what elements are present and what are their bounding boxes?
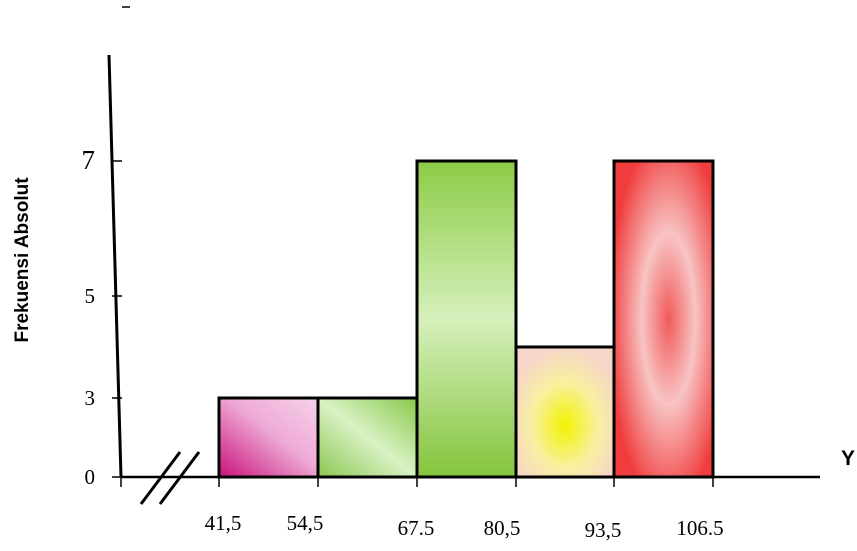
- axis-break-mark: [139, 451, 182, 505]
- y-tick-label: 0: [85, 465, 96, 489]
- x-tick-label: 80,5: [484, 516, 521, 540]
- y-tick-label: 3: [85, 386, 96, 410]
- histogram-bar: [612, 159, 715, 479]
- x-tick-label: 106.5: [676, 516, 723, 540]
- x-axis-title: Y: [841, 447, 855, 470]
- histogram-bar: [514, 345, 616, 479]
- labels: 0 3 5 7 41,5 54,5 67.5 80,5 93,5 106.5 Frekuensi A…: [12, 145, 855, 542]
- axis-break-mark: [158, 451, 201, 505]
- y-tick-label: 5: [85, 284, 96, 308]
- x-tick-label: 41,5: [205, 511, 242, 535]
- x-tick-label: 67.5: [398, 516, 435, 540]
- histogram-bar: [217, 396, 320, 479]
- x-tick-label: 54,5: [287, 511, 324, 535]
- histogram-bar: [316, 396, 419, 479]
- histogram-bar: [415, 159, 518, 479]
- bars: [217, 159, 715, 479]
- y-tick-label: 7: [82, 145, 96, 175]
- x-tick-label: 93,5: [585, 518, 622, 542]
- y-axis-title: Frekuensi Absolut: [12, 177, 33, 343]
- y-axis-line: [107, 54, 123, 478]
